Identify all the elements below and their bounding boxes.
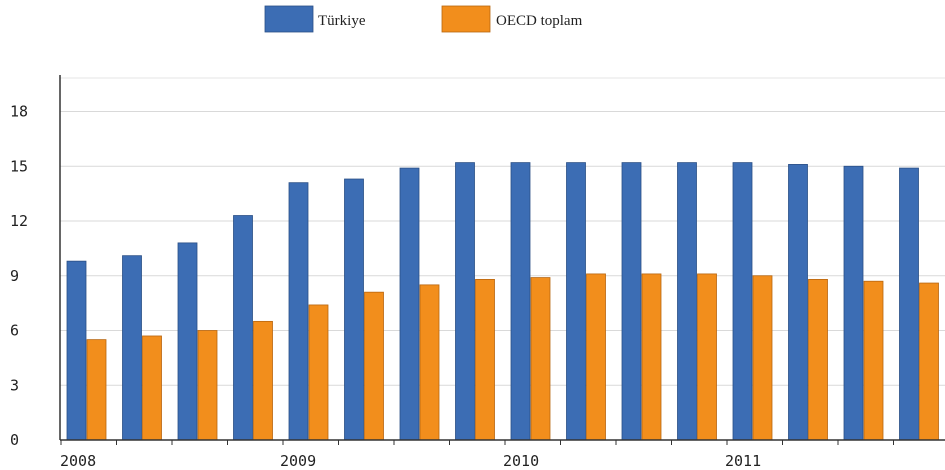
bar-turkiye	[843, 165, 864, 441]
legend-swatch-oecd-toplam	[441, 5, 491, 33]
bar-oecd-toplam	[752, 275, 773, 441]
y-tick-label: 6	[10, 322, 19, 340]
x-year-label: 2011	[725, 452, 761, 470]
bar-oecd-toplam	[197, 330, 218, 441]
y-tick-label: 12	[10, 212, 28, 230]
bar-oecd-toplam	[586, 273, 606, 441]
bar-oecd-toplam	[475, 278, 495, 441]
bar-oecd-toplam	[142, 335, 162, 441]
bar-turkiye	[677, 162, 697, 441]
bar-oecd-toplam	[364, 291, 384, 441]
legend-label-oecd-toplam: OECD toplam	[496, 13, 583, 29]
x-axis-year-labels: 2008 2009 2010 2011	[60, 452, 761, 470]
bar-oecd-toplam	[86, 339, 107, 441]
y-tick-label: 18	[10, 103, 28, 121]
bars	[66, 162, 939, 441]
y-tick-label: 15	[10, 157, 28, 175]
legend: Türkiye OECD toplam	[264, 5, 583, 33]
x-year-label: 2008	[60, 452, 96, 470]
bar-turkiye	[455, 162, 475, 441]
y-tick-label: 3	[10, 376, 19, 394]
bar-turkiye	[177, 242, 198, 441]
bar-oecd-toplam	[697, 273, 717, 441]
bar-oecd-toplam	[641, 273, 662, 441]
x-year-label: 2010	[503, 452, 539, 470]
bar-oecd-toplam	[808, 278, 828, 441]
legend-label-turkiye: Türkiye	[318, 13, 366, 29]
bar-oecd-toplam	[863, 280, 884, 441]
bar-turkiye	[510, 162, 531, 441]
axes	[59, 75, 945, 445]
y-tick-label: 0	[10, 431, 19, 449]
bar-turkiye	[566, 162, 586, 441]
bar-oecd-toplam	[253, 320, 273, 441]
bar-oecd-toplam	[419, 284, 440, 441]
bar-turkiye	[288, 182, 309, 441]
bar-turkiye	[899, 167, 919, 441]
bar-turkiye	[66, 260, 87, 441]
legend-swatch-turkiye	[264, 5, 314, 33]
bar-turkiye	[399, 167, 420, 441]
bar-oecd-toplam	[919, 282, 939, 441]
y-tick-label: 9	[10, 267, 19, 285]
bar-turkiye	[233, 215, 253, 441]
x-year-label: 2009	[280, 452, 316, 470]
bar-turkiye	[344, 178, 364, 441]
bar-turkiye	[732, 162, 753, 441]
y-axis-ticks: 0 3 6 9 12 15 18	[10, 103, 28, 450]
bar-oecd-toplam	[308, 304, 329, 441]
bar-turkiye	[122, 255, 142, 441]
bar-oecd-toplam	[530, 277, 551, 441]
bar-turkiye	[621, 162, 642, 441]
bar-turkiye	[788, 164, 808, 441]
